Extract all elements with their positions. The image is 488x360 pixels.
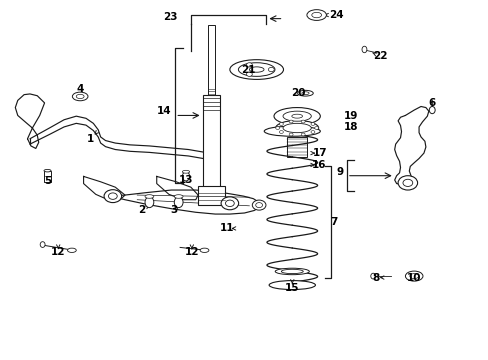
Circle shape <box>397 176 417 190</box>
Ellipse shape <box>361 46 366 53</box>
Text: 19: 19 <box>343 111 357 121</box>
Ellipse shape <box>174 195 183 198</box>
Text: 18: 18 <box>343 122 357 132</box>
Text: 10: 10 <box>406 273 421 283</box>
Ellipse shape <box>306 10 326 21</box>
Ellipse shape <box>182 170 189 173</box>
Circle shape <box>310 122 314 125</box>
Circle shape <box>301 120 305 123</box>
Bar <box>43 171 51 182</box>
Text: 16: 16 <box>311 160 325 170</box>
Ellipse shape <box>311 12 321 18</box>
Ellipse shape <box>145 195 154 198</box>
Circle shape <box>255 203 262 208</box>
Ellipse shape <box>44 170 51 172</box>
Ellipse shape <box>405 271 422 281</box>
Ellipse shape <box>283 111 311 121</box>
Circle shape <box>275 127 279 130</box>
Ellipse shape <box>145 197 154 208</box>
Circle shape <box>301 133 305 136</box>
Text: 15: 15 <box>285 283 299 293</box>
Text: 12: 12 <box>51 247 65 257</box>
Text: 20: 20 <box>290 88 305 98</box>
Ellipse shape <box>268 280 315 289</box>
Text: 21: 21 <box>241 64 255 75</box>
Circle shape <box>310 131 314 134</box>
Bar <box>287 137 306 157</box>
Ellipse shape <box>264 126 320 136</box>
Ellipse shape <box>182 172 189 181</box>
Ellipse shape <box>428 107 434 114</box>
Circle shape <box>402 179 412 186</box>
Ellipse shape <box>200 248 208 252</box>
Text: 13: 13 <box>179 175 193 185</box>
Text: 14: 14 <box>157 106 171 116</box>
Text: 17: 17 <box>312 148 327 158</box>
Text: 6: 6 <box>427 98 435 108</box>
Circle shape <box>279 131 283 134</box>
Ellipse shape <box>297 90 313 96</box>
Circle shape <box>108 193 117 199</box>
Ellipse shape <box>67 248 76 252</box>
Text: 8: 8 <box>372 273 379 283</box>
Ellipse shape <box>72 92 88 101</box>
Circle shape <box>288 120 292 123</box>
Text: 2: 2 <box>138 206 145 216</box>
Ellipse shape <box>301 92 308 95</box>
Bar <box>202 95 220 187</box>
Circle shape <box>221 197 238 210</box>
Ellipse shape <box>283 123 311 133</box>
Text: 3: 3 <box>170 206 177 216</box>
Ellipse shape <box>76 94 84 99</box>
Text: 12: 12 <box>184 247 199 257</box>
Circle shape <box>246 63 252 67</box>
Text: 7: 7 <box>329 217 337 226</box>
Text: 4: 4 <box>76 84 83 94</box>
Ellipse shape <box>174 197 183 208</box>
Bar <box>197 186 224 205</box>
Circle shape <box>104 190 122 203</box>
Ellipse shape <box>273 108 320 125</box>
Text: 5: 5 <box>44 176 51 186</box>
Ellipse shape <box>275 121 318 135</box>
Ellipse shape <box>275 268 309 275</box>
Circle shape <box>288 133 292 136</box>
Ellipse shape <box>370 273 375 279</box>
Circle shape <box>314 127 318 130</box>
Circle shape <box>225 200 234 207</box>
Ellipse shape <box>238 63 274 76</box>
Text: 9: 9 <box>336 167 343 177</box>
Circle shape <box>279 122 283 125</box>
Text: 11: 11 <box>220 224 234 233</box>
Ellipse shape <box>409 274 418 279</box>
Ellipse shape <box>249 67 264 72</box>
Bar <box>207 25 214 95</box>
Circle shape <box>252 200 265 210</box>
Text: 23: 23 <box>163 12 177 22</box>
Ellipse shape <box>40 242 45 247</box>
Text: 24: 24 <box>328 10 343 20</box>
Circle shape <box>246 72 252 76</box>
Text: 1: 1 <box>87 134 94 144</box>
Ellipse shape <box>229 60 283 80</box>
Circle shape <box>268 67 274 72</box>
Text: 22: 22 <box>372 51 386 61</box>
Ellipse shape <box>291 114 302 118</box>
Ellipse shape <box>281 269 303 274</box>
